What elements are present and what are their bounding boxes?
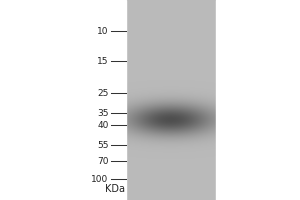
Text: 15: 15 bbox=[97, 56, 109, 66]
Text: 25: 25 bbox=[97, 88, 109, 98]
Text: 40: 40 bbox=[97, 120, 109, 130]
Text: 100: 100 bbox=[91, 174, 109, 184]
Text: 70: 70 bbox=[97, 156, 109, 166]
Bar bbox=[0, 0, 126, 200]
Text: 35: 35 bbox=[97, 108, 109, 117]
Text: KDa: KDa bbox=[104, 184, 124, 194]
Text: 10: 10 bbox=[97, 26, 109, 36]
Bar bbox=[216, 0, 300, 200]
Text: 55: 55 bbox=[97, 140, 109, 149]
